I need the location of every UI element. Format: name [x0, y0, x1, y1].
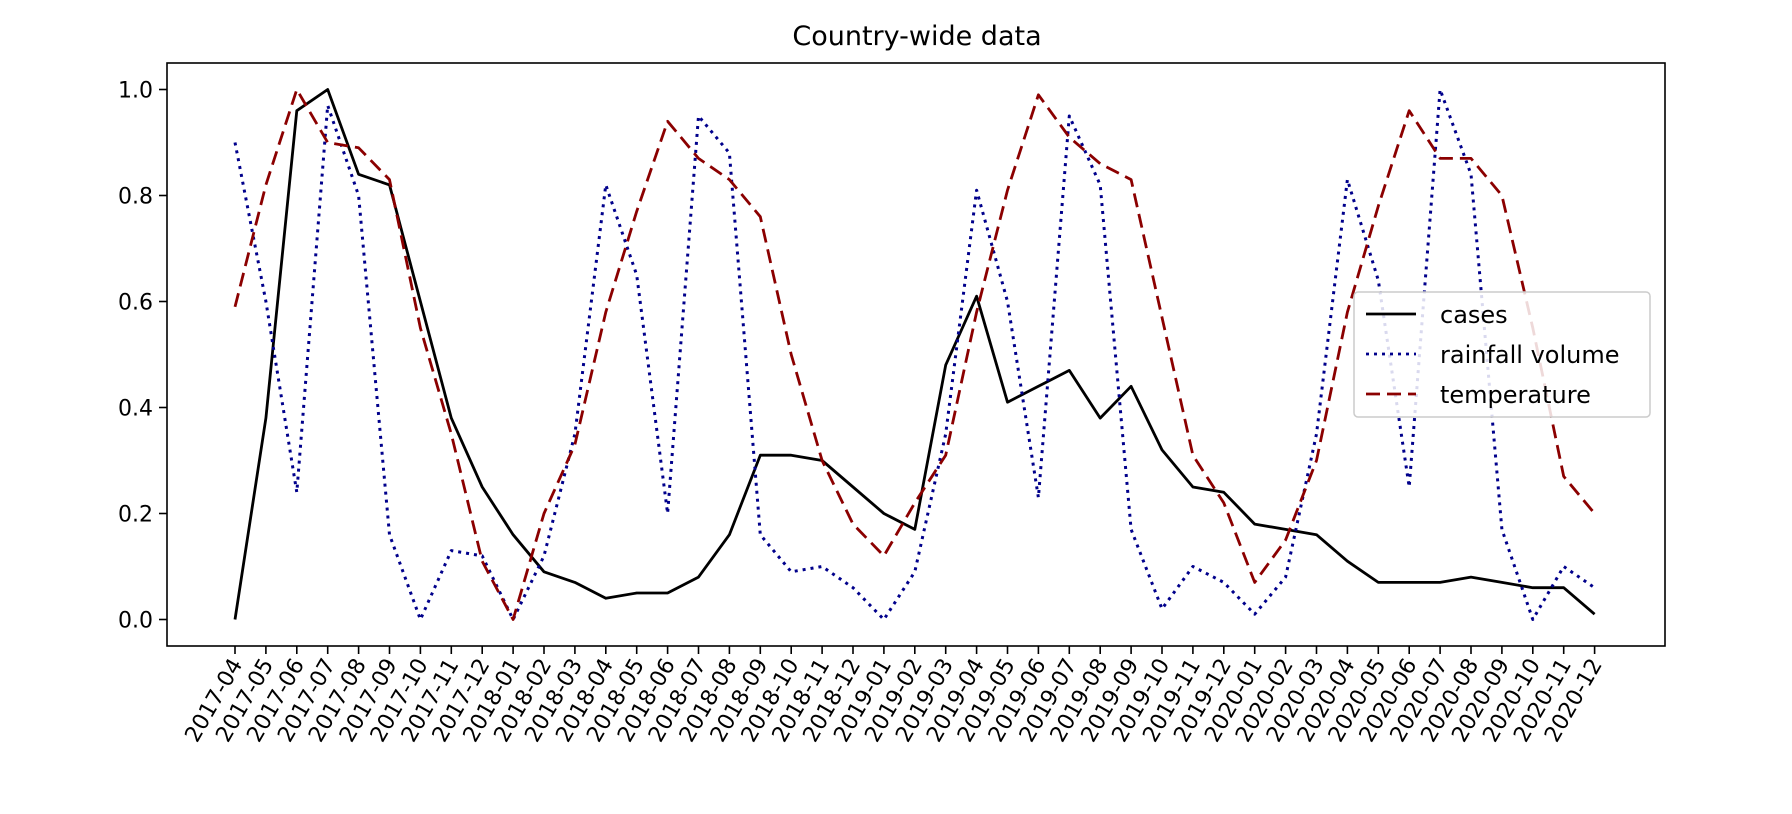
legend-label: rainfall volume — [1440, 341, 1619, 369]
legend-label: temperature — [1440, 381, 1591, 409]
y-tick-label: 0.2 — [118, 503, 153, 528]
chart-title: Country-wide data — [792, 21, 1041, 52]
y-tick-label: 0.0 — [118, 609, 153, 634]
y-tick-label: 0.4 — [118, 397, 153, 422]
series-layer — [233, 88, 1596, 621]
legend: cases rainfall volume temperature — [1353, 291, 1651, 418]
y-tick-label: 0.6 — [118, 291, 153, 316]
x-axis: 2017-042017-052017-062017-072017-082017-… — [181, 646, 1608, 747]
legend-label: cases — [1440, 301, 1508, 329]
y-tick-label: 1.0 — [118, 79, 153, 104]
series-line-rainfall-volume — [233, 88, 1596, 621]
legend-box — [1353, 291, 1651, 418]
series-line-cases — [233, 88, 1596, 620]
plot-area-frame — [166, 62, 1666, 647]
y-tick-label: 0.8 — [118, 185, 153, 210]
y-axis: 0.0 0.2 0.4 0.6 0.8 1.0 — [118, 79, 167, 634]
